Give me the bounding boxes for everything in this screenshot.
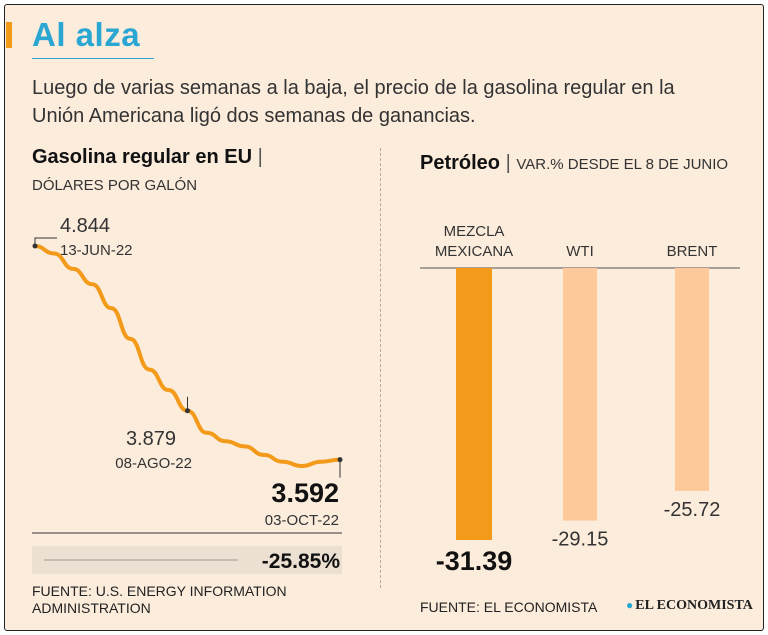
heading-separator: | bbox=[257, 146, 263, 168]
change-value: -25.85% bbox=[262, 550, 341, 573]
category-label: MEZCLA bbox=[444, 223, 505, 240]
bar-mezcla-mexicana bbox=[456, 268, 492, 540]
bar-wti bbox=[563, 268, 597, 521]
panel-divider bbox=[380, 148, 381, 588]
bar-brent bbox=[675, 268, 709, 491]
annotation-date-mid: 08-AGO-22 bbox=[115, 455, 192, 472]
annotation-leader bbox=[34, 237, 57, 246]
oil-heading: Petróleo | VAR.% DESDE EL 8 DE JUNIO bbox=[420, 146, 740, 182]
gasoline-heading: Gasolina regular en EU | bbox=[32, 146, 263, 169]
oil-source: FUENTE: EL ECONOMISTA bbox=[420, 599, 598, 615]
bar-value-label: -25.72 bbox=[664, 499, 721, 521]
category-label: BRENT bbox=[667, 243, 718, 260]
logo: ● EL ECONOMISTA bbox=[626, 598, 753, 614]
oil-unit: VAR.% DESDE EL 8 DE JUNIO bbox=[516, 156, 729, 173]
bar-value-label: -29.15 bbox=[552, 529, 609, 551]
gasoline-heading-text: Gasolina regular en EU bbox=[32, 146, 253, 168]
gasoline-source: FUENTE: U.S. ENERGY INFORMATION ADMINIST… bbox=[32, 583, 287, 616]
logo-text: EL ECONOMISTA bbox=[635, 598, 753, 613]
annotation-date-end: 03-OCT-22 bbox=[265, 512, 339, 529]
annotation-date-start: 13-JUN-22 bbox=[60, 242, 133, 259]
gasoline-unit: DÓLARES POR GALÓN bbox=[32, 177, 198, 194]
infographic-frame bbox=[4, 4, 764, 631]
category-label: WTI bbox=[566, 243, 594, 260]
gasoline-price-line bbox=[33, 244, 342, 468]
title-underline bbox=[32, 58, 154, 59]
annotation-value-start: 4.844 bbox=[60, 215, 110, 237]
bar-value-label: -31.39 bbox=[436, 546, 513, 576]
subtitle: Luego de varias semanas a la baja, el pr… bbox=[32, 77, 675, 127]
globe-icon: ● bbox=[626, 598, 634, 612]
annotation-value-end: 3.592 bbox=[271, 478, 339, 508]
annotation-value-mid: 3.879 bbox=[126, 428, 176, 450]
category-label: MEXICANA bbox=[435, 243, 513, 260]
oil-heading-text: Petróleo bbox=[420, 152, 501, 174]
page-title: Al alza bbox=[32, 16, 141, 53]
heading-separator: | bbox=[505, 152, 511, 174]
title-accent-bar bbox=[6, 22, 12, 48]
